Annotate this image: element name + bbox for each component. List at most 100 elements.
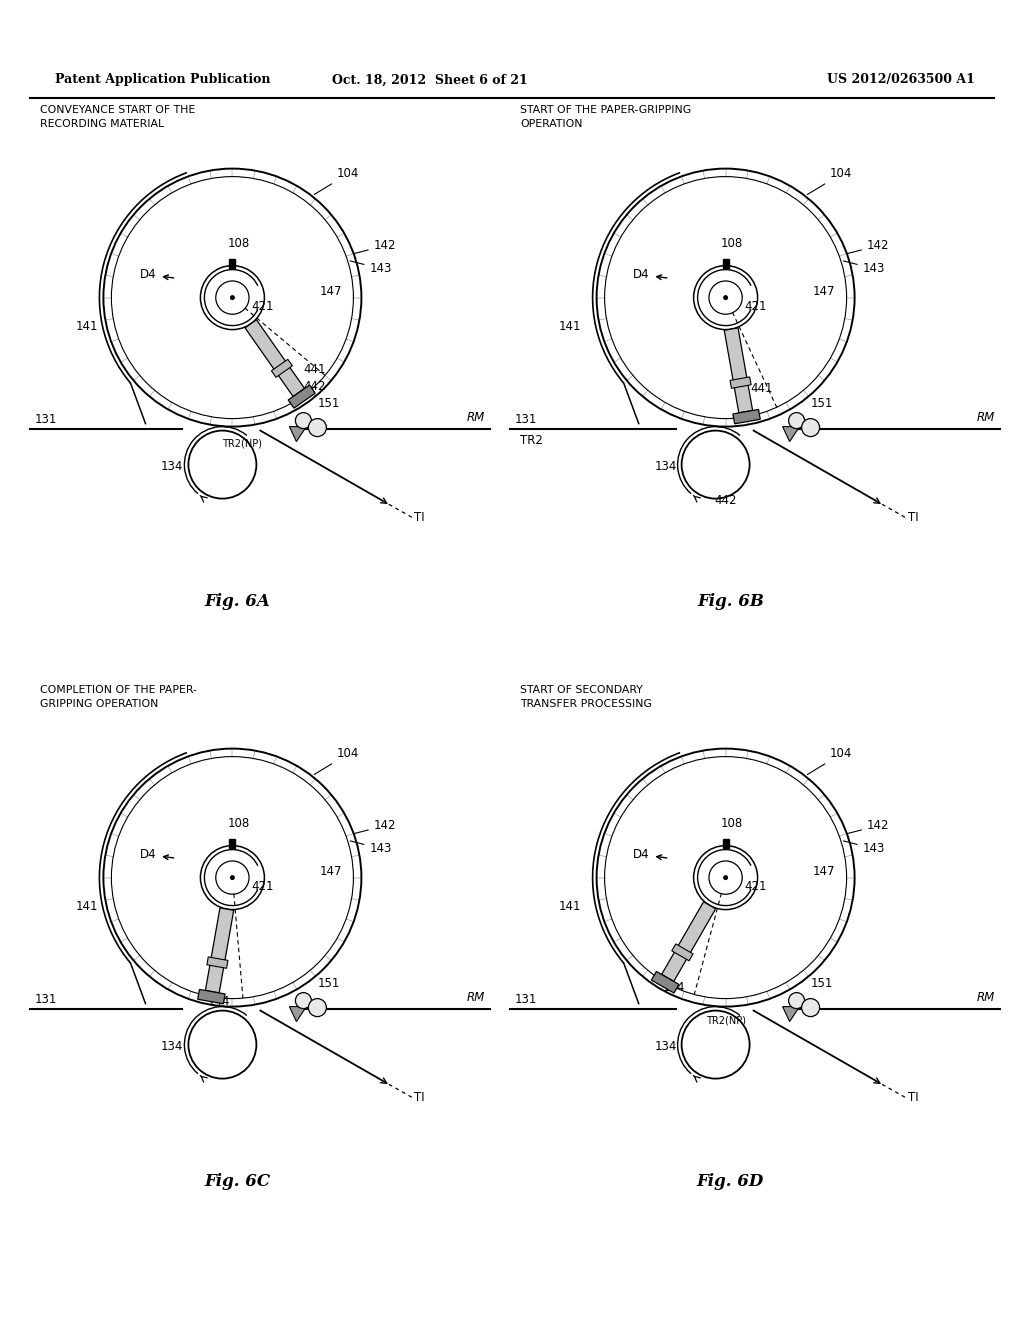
Polygon shape [724,327,753,413]
Text: 108: 108 [227,236,250,249]
Text: 151: 151 [317,977,340,990]
Text: TI: TI [907,511,919,524]
Text: TR2(NP): TR2(NP) [706,1015,745,1026]
Text: 141: 141 [76,319,98,333]
Text: START OF THE PAPER-GRIPPING
OPERATION: START OF THE PAPER-GRIPPING OPERATION [520,106,691,129]
Text: 421: 421 [252,301,274,313]
Text: 131: 131 [515,413,538,425]
Circle shape [802,418,819,437]
Text: US 2012/0263500 A1: US 2012/0263500 A1 [827,74,975,87]
Text: TR2(NP): TR2(NP) [222,438,262,449]
Text: D4: D4 [633,849,667,861]
Text: 142: 142 [354,820,396,833]
Text: 141: 141 [559,319,582,333]
Polygon shape [290,1007,306,1022]
Text: 131: 131 [35,993,57,1006]
Text: TI: TI [907,1090,919,1104]
Text: 142: 142 [354,239,396,253]
Text: START OF SECONDARY
TRANSFER PROCESSING: START OF SECONDARY TRANSFER PROCESSING [520,685,652,709]
Text: RM: RM [977,990,995,1003]
Circle shape [308,418,327,437]
Polygon shape [730,378,752,388]
Text: 441: 441 [304,363,327,376]
Text: Fig. 6A: Fig. 6A [204,593,270,610]
Text: 441: 441 [751,383,773,395]
Circle shape [723,296,728,300]
Bar [723,838,729,847]
Text: TI: TI [415,1090,425,1104]
Polygon shape [207,957,228,969]
Bar [229,259,236,268]
Circle shape [295,413,311,429]
Bar [229,838,236,847]
Circle shape [788,413,805,429]
Text: 143: 143 [844,261,885,275]
Circle shape [723,875,728,880]
Text: 108: 108 [721,236,742,249]
Text: 143: 143 [350,841,392,855]
Text: 141: 141 [559,900,582,913]
Text: CONVEYANCE START OF THE
RECORDING MATERIAL: CONVEYANCE START OF THE RECORDING MATERI… [40,106,196,129]
Circle shape [308,999,327,1016]
Text: 147: 147 [813,285,836,298]
Text: D4: D4 [633,268,667,281]
Text: 144: 144 [207,994,229,1007]
Polygon shape [782,426,800,442]
Text: 143: 143 [350,261,392,275]
Text: Patent Application Publication: Patent Application Publication [55,74,270,87]
Circle shape [295,993,311,1008]
Polygon shape [782,1007,800,1022]
Text: 147: 147 [319,865,342,878]
Text: 108: 108 [721,817,742,829]
Polygon shape [198,990,225,1003]
Text: 442: 442 [304,380,327,393]
Text: 151: 151 [811,396,833,409]
Circle shape [788,993,805,1008]
Text: TI: TI [415,511,425,524]
Text: 442: 442 [715,494,737,507]
Text: 421: 421 [744,301,767,313]
Text: Fig. 6D: Fig. 6D [697,1173,764,1191]
Circle shape [230,875,234,880]
Text: 142: 142 [848,820,890,833]
Text: Fig. 6C: Fig. 6C [204,1173,270,1191]
Text: 147: 147 [319,285,342,298]
Text: 421: 421 [744,880,767,894]
Text: 104: 104 [807,747,852,775]
Polygon shape [662,902,716,982]
Bar [723,259,729,268]
Polygon shape [271,359,293,378]
Text: 108: 108 [227,817,250,829]
Text: RM: RM [977,411,995,424]
Text: COMPLETION OF THE PAPER-
GRIPPING OPERATION: COMPLETION OF THE PAPER- GRIPPING OPERAT… [40,685,197,709]
Text: TR2: TR2 [520,433,543,446]
Text: D4: D4 [140,268,174,281]
Text: RM: RM [467,411,485,424]
Polygon shape [288,385,315,408]
Text: 421: 421 [252,880,274,894]
Text: 151: 151 [317,396,340,409]
Text: 134: 134 [161,459,183,473]
Circle shape [802,999,819,1016]
Circle shape [230,296,234,300]
Text: 134: 134 [654,459,677,473]
Polygon shape [733,409,760,424]
Text: D4: D4 [140,849,174,861]
Text: 104: 104 [807,168,852,194]
Polygon shape [245,319,304,396]
Text: 141: 141 [76,900,98,913]
Polygon shape [672,944,693,961]
Text: 104: 104 [314,747,359,775]
Text: 144: 144 [663,981,685,994]
Text: 143: 143 [844,841,885,855]
Text: 131: 131 [35,413,57,425]
Text: Oct. 18, 2012  Sheet 6 of 21: Oct. 18, 2012 Sheet 6 of 21 [332,74,528,87]
Text: RM: RM [467,990,485,1003]
Text: 142: 142 [848,239,890,253]
Text: Fig. 6B: Fig. 6B [697,593,764,610]
Polygon shape [651,972,679,993]
Text: 151: 151 [811,977,833,990]
Text: 131: 131 [515,993,538,1006]
Text: 104: 104 [314,168,359,194]
Text: 134: 134 [654,1040,677,1052]
